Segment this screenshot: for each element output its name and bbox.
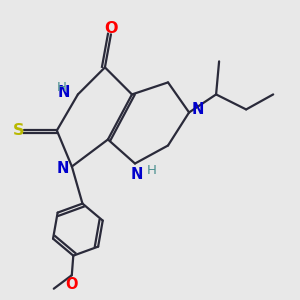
Text: O: O xyxy=(104,21,118,36)
Text: N: N xyxy=(56,160,69,175)
Text: N: N xyxy=(192,102,204,117)
Text: O: O xyxy=(65,277,77,292)
Text: H: H xyxy=(56,81,66,94)
Text: H: H xyxy=(146,164,156,177)
Text: N: N xyxy=(58,85,70,100)
Text: S: S xyxy=(13,123,24,138)
Text: N: N xyxy=(130,167,143,182)
